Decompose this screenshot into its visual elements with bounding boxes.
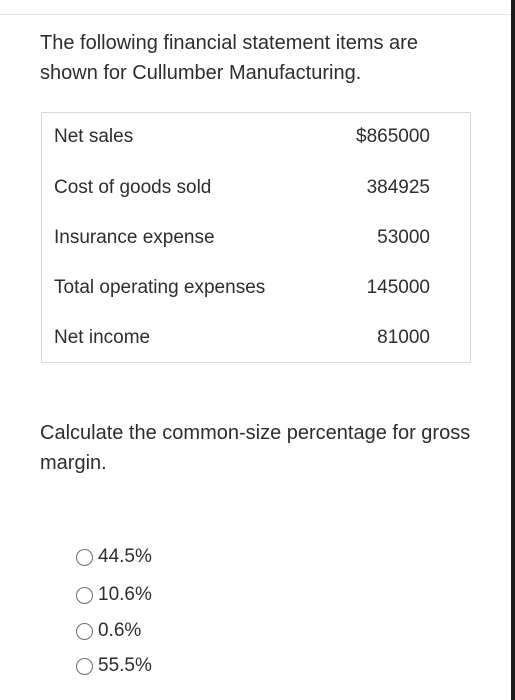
table-row: Net income 81000 (42, 323, 470, 353)
row-value: 145000 (366, 277, 430, 298)
option-label[interactable]: 44.5% (98, 546, 152, 567)
option-label[interactable]: 0.6% (98, 620, 142, 641)
row-label: Net sales (54, 126, 134, 147)
radio-button[interactable] (76, 548, 93, 566)
top-divider (0, 14, 511, 15)
table-row: Cost of goods sold 384925 (42, 173, 470, 203)
row-label: Cost of goods sold (54, 177, 212, 198)
row-value: 384925 (366, 177, 430, 198)
row-value: $865000 (356, 126, 430, 147)
question-text: The following financial statement items … (40, 32, 418, 84)
radio-button[interactable] (76, 622, 93, 640)
row-label: Net income (54, 327, 151, 348)
window-edge (511, 0, 515, 700)
option-label[interactable]: 55.5% (98, 655, 152, 676)
answer-option[interactable]: 0.6% (76, 617, 141, 645)
prompt-text: Calculate the common-size percentage for… (40, 422, 471, 474)
table-row: Net sales $865000 (42, 122, 470, 152)
row-value: 53000 (377, 227, 430, 248)
table-row: Total operating expenses 145000 (42, 273, 470, 303)
row-value: 81000 (377, 327, 430, 348)
financial-items-table: Net sales $865000 Cost of goods sold 384… (41, 112, 471, 363)
table-row: Insurance expense 53000 (42, 223, 470, 253)
row-label: Insurance expense (54, 227, 215, 248)
answer-option[interactable]: 10.6% (76, 581, 152, 609)
answer-option[interactable]: 55.5% (76, 652, 152, 680)
row-label: Total operating expenses (54, 277, 266, 298)
option-label[interactable]: 10.6% (98, 584, 152, 605)
answer-option[interactable]: 44.5% (76, 543, 152, 571)
radio-button[interactable] (76, 657, 93, 675)
radio-button[interactable] (76, 586, 93, 604)
